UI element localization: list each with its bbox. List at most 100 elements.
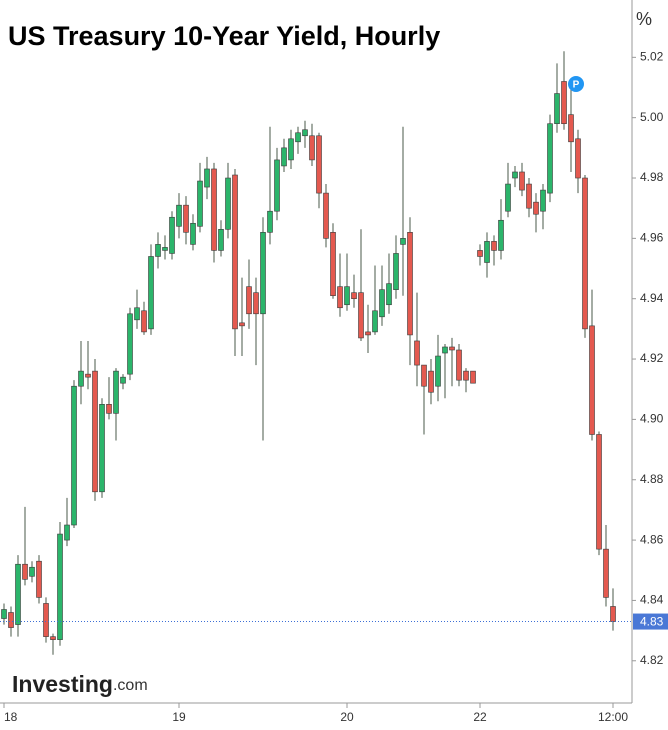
candle-body [372,310,378,333]
title-bg [4,16,514,58]
last-price-label: 4.83 [640,615,664,629]
candle-body [456,349,462,381]
candle-body [176,204,182,227]
candle-body [512,171,518,179]
candle-body [190,222,196,245]
candle-body [92,370,98,493]
candle-body [575,138,581,179]
candle-body [533,201,539,215]
candle-body [15,563,21,625]
candle-body [470,370,476,384]
candle-body [365,331,371,336]
candle-body [309,135,315,161]
candle-body [463,370,469,381]
y-tick-label: 4.98 [640,170,664,184]
candle-body [253,292,259,315]
x-tick-label: 18 [4,710,18,724]
candle-body [582,177,588,330]
last-price-box [633,613,668,630]
y-tick-label: 4.90 [640,412,664,426]
candle-body [78,370,84,387]
candle-body [141,310,147,333]
y-tick-label: 4.92 [640,351,664,365]
candle-body [561,81,567,125]
candle-body [288,138,294,161]
candle-body [29,566,35,577]
candle-body [379,289,385,318]
candle-body [232,174,238,330]
candle-body [50,636,56,640]
candle-body [246,286,252,315]
candle-body [351,292,357,300]
candle-body [393,253,399,290]
plot [1,51,616,655]
candle-body [99,404,105,493]
candle-body [610,606,616,622]
candle-body [589,325,595,435]
candle-body [57,533,63,640]
candle-body [8,612,14,628]
candle-body [400,238,406,245]
candle-body [211,168,217,251]
x-tick-label: 20 [340,710,354,724]
candle-body [274,159,280,212]
candle-body [169,216,175,254]
candle-body [526,183,532,209]
candle-body [603,548,609,598]
candle-body [428,370,434,393]
candle-body [477,250,483,257]
x-tick-label: 19 [172,710,186,724]
y-tick-label: 4.84 [640,593,664,607]
candle-body [421,364,427,387]
candle-body [43,603,49,637]
candle-body [330,232,336,296]
candle-body [71,385,77,526]
candle-body [281,147,287,167]
candle-body [540,189,546,212]
candle-body [197,180,203,227]
candle-body [239,322,245,327]
candle-body [218,229,224,251]
y-axis-label: % [636,9,652,29]
candle-body [407,232,413,336]
logo: Investing.com [12,671,148,697]
candle-body [554,93,560,125]
marker-label: P [573,80,580,91]
candle-body [1,609,7,619]
candle-body [120,376,126,384]
candle-body [337,286,343,309]
chart-title: US Treasury 10-Year Yield, Hourly [8,21,440,51]
logo-suffix: .com [113,677,148,694]
logo-main: Investing [12,671,113,697]
y-tick-label: 5.00 [640,110,664,124]
candle-body [484,241,490,263]
y-tick-label: 5.02 [640,49,664,63]
candle-body [106,404,112,414]
candle-body [113,370,119,414]
y-tick-label: 4.88 [640,472,664,486]
candle-body [498,219,504,251]
candle-body [316,135,322,194]
candle-body [155,244,161,257]
candle-body [260,232,266,315]
x-tick-label: 12:00 [598,710,628,724]
candle-body [358,292,364,339]
candle-body [435,355,441,387]
candle-body [36,560,42,598]
candle-body [323,192,329,239]
candle-body [344,286,350,306]
candle-body [22,563,28,580]
candle-body [183,204,189,233]
candle-body [449,346,455,351]
candle-body [442,346,448,354]
candle-body [302,129,308,137]
candle-body [596,434,602,550]
candle-body [134,307,140,321]
candle-body [568,114,574,143]
marker-badge [568,76,584,92]
candle-body [127,313,133,375]
candle-body [547,123,553,194]
candle-body [491,241,497,251]
